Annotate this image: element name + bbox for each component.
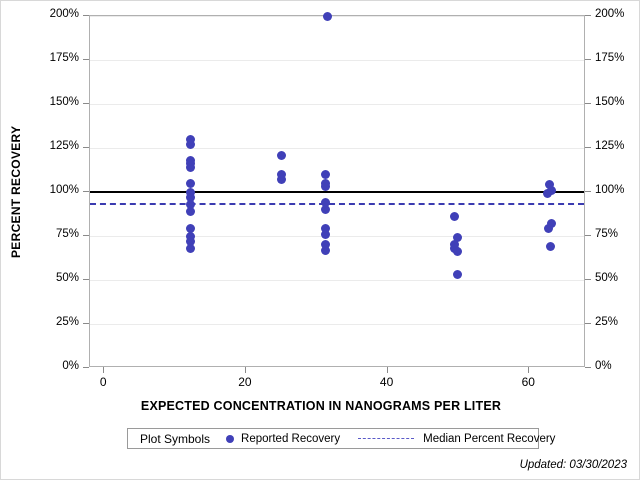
x-axis-tick-label: 0 — [99, 375, 107, 389]
x-axis-tick — [528, 367, 530, 373]
data-point — [322, 11, 332, 21]
y-axis-tick-left — [83, 147, 89, 148]
legend-label-median-percent-recovery: Median Percent Recovery — [423, 432, 556, 445]
data-point — [452, 270, 462, 280]
y-axis-tick-label-right: 125% — [595, 140, 625, 152]
data-point — [450, 212, 460, 222]
x-axis-tick-label: 40 — [379, 375, 394, 389]
x-axis-tick-label: 60 — [521, 375, 535, 389]
y-axis-tick-left — [83, 323, 89, 324]
y-axis-tick-label-right: 50% — [595, 272, 619, 284]
y-axis-tick-right — [585, 59, 591, 60]
data-point — [547, 219, 557, 229]
data-point — [186, 231, 196, 241]
data-point — [321, 205, 331, 215]
legend-label-reported-recovery: Reported Recovery — [241, 432, 341, 445]
data-point — [186, 236, 196, 246]
data-point — [544, 180, 554, 190]
data-point — [543, 224, 553, 234]
legend-entry-median-percent-recovery: Median Percent Recovery — [340, 433, 555, 445]
data-point — [276, 150, 286, 160]
data-point — [546, 242, 556, 252]
median-percent-recovery-line — [90, 202, 584, 205]
y-axis-tick-label-left: 0% — [62, 360, 79, 372]
data-point — [321, 229, 331, 239]
y-axis-tick-label-left: 175% — [49, 52, 79, 64]
x-axis-tick-label: 20 — [238, 375, 252, 389]
x-axis-tick — [103, 367, 105, 373]
data-point — [321, 245, 331, 255]
y-axis-tick-right — [585, 147, 591, 148]
y-axis-tick-right — [585, 191, 591, 192]
legend-title: Plot Symbols — [140, 431, 211, 446]
y-axis-tick-label-right: 200% — [595, 8, 625, 20]
y-axis-tick-left — [83, 103, 89, 104]
data-point — [321, 198, 331, 208]
circle-marker-icon — [226, 434, 235, 443]
data-point — [186, 206, 196, 216]
data-point — [186, 139, 196, 149]
data-point — [186, 243, 196, 253]
x-axis-title: EXPECTED CONCENTRATION IN NANOGRAMS PER … — [140, 399, 502, 413]
gridline-horizontal — [90, 60, 584, 61]
gridline-horizontal — [90, 280, 584, 281]
data-point — [321, 240, 331, 250]
reference-line-100-percent — [90, 191, 584, 193]
y-axis-tick-right — [585, 103, 591, 104]
data-point — [276, 169, 286, 179]
data-point — [321, 182, 331, 192]
y-axis-tick-label-right: 75% — [595, 228, 619, 240]
y-axis-tick-right — [585, 323, 591, 324]
y-axis-tick-left — [83, 367, 89, 368]
data-point — [547, 185, 557, 195]
data-point — [321, 169, 331, 179]
y-axis-tick-label-left: 200% — [49, 8, 79, 20]
y-axis-tick-label-right: 25% — [595, 316, 619, 328]
legend-entry-reported-recovery: Reported Recovery — [226, 433, 340, 445]
y-axis-tick-right — [585, 235, 591, 236]
gridline-horizontal — [90, 16, 584, 17]
y-axis-tick-label-left: 25% — [55, 316, 79, 328]
x-axis-tick — [386, 367, 388, 373]
data-point — [186, 162, 196, 172]
data-point — [452, 233, 462, 243]
data-point — [321, 224, 331, 234]
gridline-horizontal — [90, 104, 584, 105]
data-point — [276, 175, 286, 185]
y-axis-tick-label-left: 125% — [49, 140, 79, 152]
y-axis-tick-left — [83, 15, 89, 16]
dashed-line-icon — [358, 438, 415, 439]
y-axis-tick-label-right: 100% — [595, 184, 625, 196]
y-axis-tick-label-left: 100% — [49, 184, 79, 196]
data-point — [452, 247, 462, 257]
y-axis-tick-right — [585, 279, 591, 280]
gridline-horizontal — [90, 324, 584, 325]
updated-timestamp: Updated: 03/30/2023 — [519, 459, 627, 471]
y-axis-tick-label-right: 0% — [595, 360, 612, 372]
chart-legend: Plot Symbols Reported Recovery Median Pe… — [127, 428, 555, 449]
y-axis-tick-left — [83, 235, 89, 236]
plot-area — [89, 11, 585, 367]
y-axis-tick-left — [83, 279, 89, 280]
x-axis-tick — [244, 367, 246, 373]
y-axis-tick-label-left: 75% — [55, 228, 79, 240]
gridline-horizontal — [90, 236, 584, 237]
data-point — [186, 224, 196, 234]
data-point — [186, 178, 196, 188]
data-point — [186, 199, 196, 209]
data-point — [186, 134, 196, 144]
y-axis-tick-label-left: 50% — [55, 272, 79, 284]
y-axis-tick-left — [83, 191, 89, 192]
gridline-horizontal — [90, 148, 584, 149]
data-point — [186, 187, 196, 197]
y-axis-tick-right — [585, 367, 591, 368]
data-point — [543, 189, 553, 199]
y-axis-tick-label-right: 150% — [595, 96, 625, 108]
y-axis-tick-label-left: 150% — [49, 96, 79, 108]
data-point — [186, 192, 196, 202]
y-axis-tick-left — [83, 59, 89, 60]
y-axis-tick-right — [585, 15, 591, 16]
y-axis-tick-label-right: 175% — [595, 52, 625, 64]
